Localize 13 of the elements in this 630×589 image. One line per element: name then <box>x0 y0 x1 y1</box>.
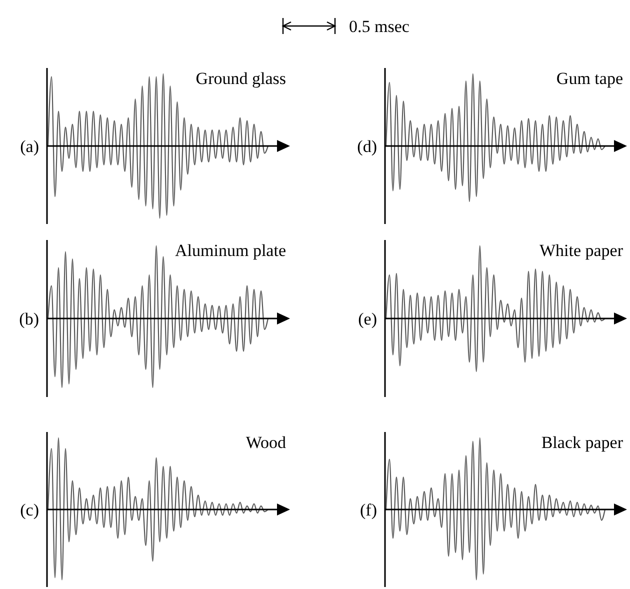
chart-title: Gum tape <box>556 69 623 88</box>
chart-title: Black paper <box>541 433 624 452</box>
chart-title: Aluminum plate <box>175 241 286 260</box>
chart-title: White paper <box>539 241 624 260</box>
y-axis-title: (e) <box>358 310 377 328</box>
y-axis-title: (f) <box>360 500 377 520</box>
y-axis-title: (b) <box>19 310 39 328</box>
text: 0.5 msec <box>349 17 410 36</box>
chart-title: Ground glass <box>196 69 286 88</box>
chart-title: Wood <box>246 433 286 452</box>
y-axis-title: (d) <box>357 137 377 156</box>
y-axis-title: (c) <box>20 500 39 520</box>
y-axis-title: (a) <box>20 137 39 156</box>
